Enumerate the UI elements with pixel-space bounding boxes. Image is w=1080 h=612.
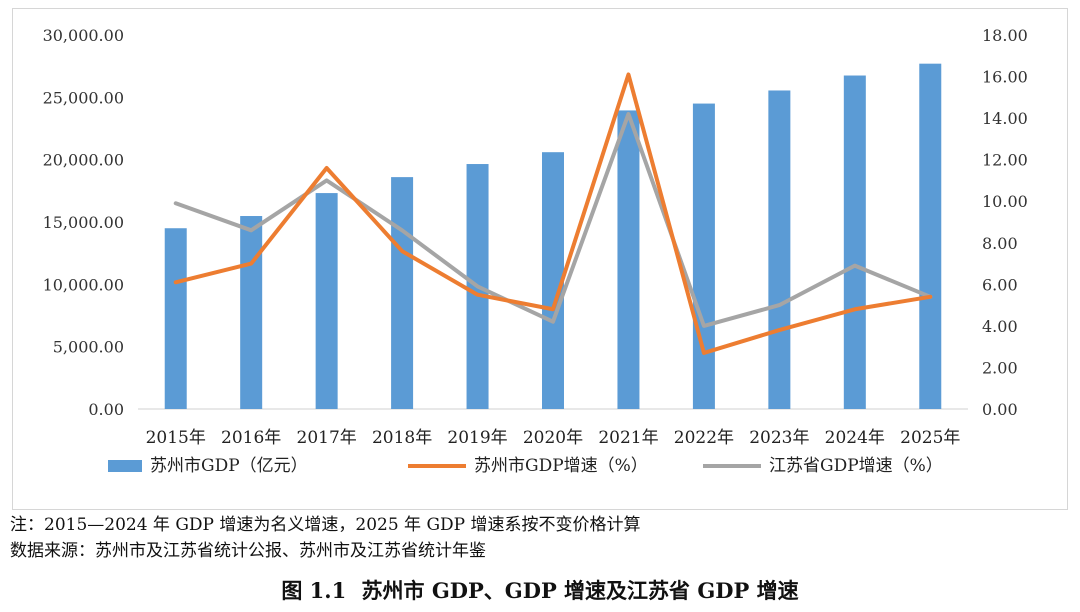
figure-title: 苏州市 GDP、GDP 增速及江苏省 GDP 增速	[361, 578, 799, 603]
y-right-tick-label: 0.00	[982, 400, 1018, 419]
gdp-bar	[391, 177, 414, 409]
x-tick-label: 2023年	[749, 428, 809, 448]
x-tick-label: 2017年	[297, 428, 357, 448]
gdp-bar	[240, 216, 263, 409]
y-left-tick-label: 10,000.00	[43, 275, 124, 294]
y-left-tick-label: 20,000.00	[43, 151, 124, 170]
y-right-tick-label: 2.00	[982, 358, 1018, 377]
figure-caption: 图 1.1 苏州市 GDP、GDP 增速及江苏省 GDP 增速	[0, 576, 1080, 606]
y-left-tick-label: 0.00	[88, 400, 124, 419]
x-tick-label: 2024年	[825, 428, 885, 448]
y-right-tick-label: 12.00	[982, 151, 1028, 170]
legend-swatch-gdp	[108, 460, 142, 472]
legend-label: 苏州市GDP（亿元）	[150, 456, 308, 476]
y-left-tick-label: 15,000.00	[43, 213, 124, 232]
y-right-tick-label: 4.00	[982, 317, 1018, 336]
footnote-growth-definition: 注：2015—2024 年 GDP 增速为名义增速，2025 年 GDP 增速系…	[10, 515, 641, 535]
chart-svg: 0.00 5,000.00 10,000.00 15,000.00 20,000.00 2…	[43, 26, 1028, 476]
gdp-bar	[843, 75, 866, 410]
gdp-bar	[164, 228, 187, 409]
y-left-tick-label: 5,000.00	[53, 338, 124, 357]
gdp-bar	[315, 193, 338, 409]
y-right-tick-label: 10.00	[982, 192, 1028, 211]
y-right-tick-label: 16.00	[982, 68, 1028, 87]
gdp-bar	[768, 90, 791, 409]
suzhou-growth-line	[173, 72, 933, 355]
x-tick-label: 2016年	[221, 428, 281, 448]
gdp-bar	[919, 63, 942, 409]
y-right-tick-label: 6.00	[982, 275, 1018, 294]
x-tick-label: 2015年	[146, 428, 206, 448]
y-right-tick-label: 18.00	[982, 26, 1028, 45]
figure-number: 图 1.1	[281, 578, 347, 603]
legend-label: 苏州市GDP增速（%）	[474, 456, 648, 476]
chart-frame: 0.00 5,000.00 10,000.00 15,000.00 20,000.00 2…	[12, 8, 1068, 510]
gdp-bar	[692, 103, 715, 410]
x-tick-label: 2020年	[523, 428, 583, 448]
y-left-tick-label: 25,000.00	[43, 88, 124, 107]
gdp-bar	[542, 152, 564, 410]
legend-label: 江苏省GDP增速（%）	[769, 456, 943, 476]
x-tick-label: 2025年	[900, 428, 960, 448]
x-tick-label: 2019年	[447, 428, 507, 448]
x-tick-label: 2021年	[598, 428, 658, 448]
gdp-bar	[617, 110, 640, 409]
y-right-tick-label: 8.00	[982, 234, 1018, 253]
x-tick-label: 2018年	[372, 428, 432, 448]
x-tick-label: 2022年	[674, 428, 734, 448]
footnote-data-source: 数据来源：苏州市及江苏省统计公报、苏州市及江苏省统计年鉴	[10, 541, 486, 561]
y-left-tick-label: 30,000.00	[43, 26, 124, 45]
y-right-tick-label: 14.00	[982, 109, 1028, 128]
